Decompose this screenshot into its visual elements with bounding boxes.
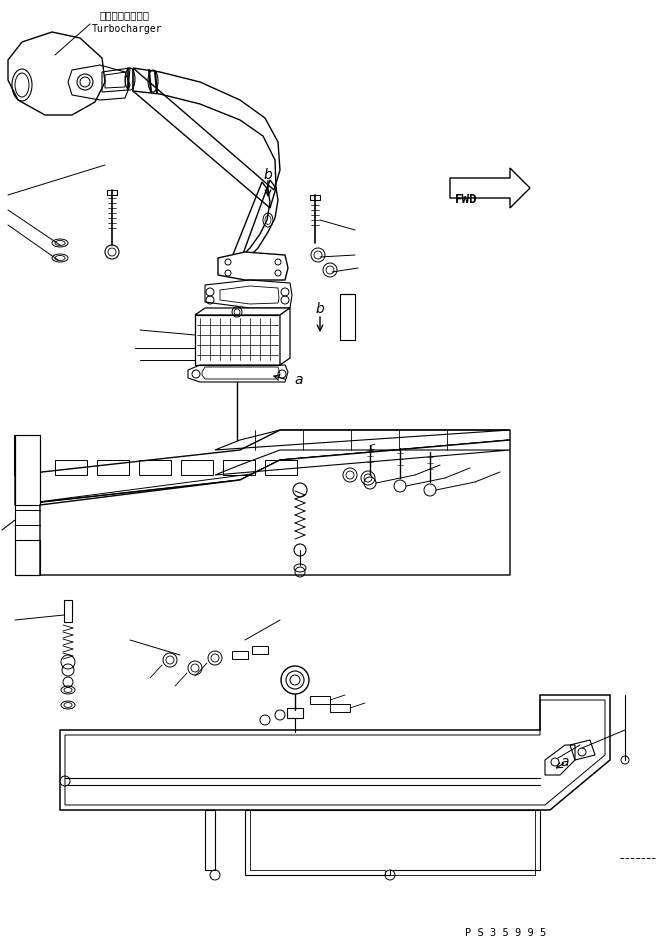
Text: b: b: [316, 302, 325, 316]
Text: ターボチャージャ: ターボチャージャ: [100, 10, 150, 20]
Polygon shape: [195, 315, 280, 365]
Polygon shape: [280, 308, 290, 365]
Text: b: b: [263, 168, 272, 182]
Text: P S 3 5 9 9 5: P S 3 5 9 9 5: [465, 928, 546, 938]
Polygon shape: [218, 252, 288, 280]
Text: a: a: [560, 755, 569, 769]
Polygon shape: [195, 308, 290, 315]
Polygon shape: [15, 435, 40, 575]
Polygon shape: [40, 440, 510, 575]
Text: Turbocharger: Turbocharger: [92, 24, 163, 34]
Polygon shape: [60, 695, 610, 810]
Text: FWD: FWD: [455, 193, 478, 206]
Text: a: a: [294, 373, 302, 387]
Text: c: c: [370, 442, 376, 452]
